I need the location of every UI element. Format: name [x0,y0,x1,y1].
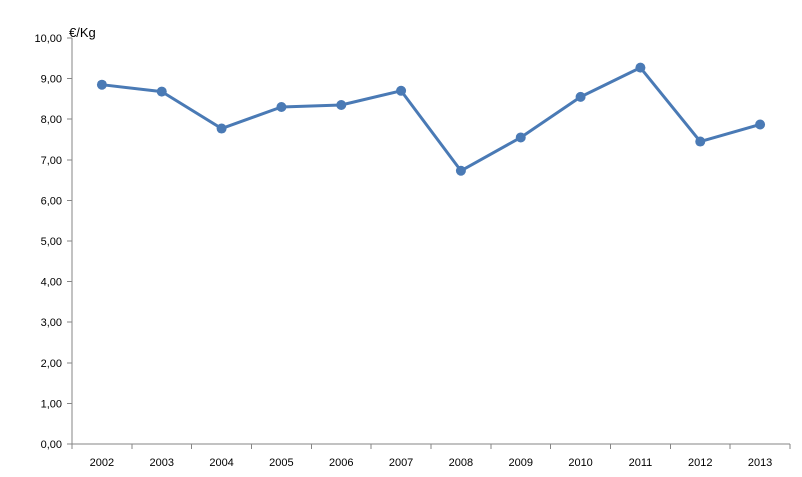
data-point [396,85,407,96]
data-point [755,119,766,130]
x-tick-label: 2005 [269,457,293,469]
x-tick-label: 2004 [209,457,233,469]
y-tick-label: 8,00 [41,114,62,126]
data-point [575,91,586,102]
data-point [336,99,347,110]
data-series [96,62,766,176]
x-tick-label: 2008 [449,457,473,469]
data-point [276,102,287,113]
y-tick-label: 9,00 [41,74,62,86]
x-axis: 2002 2003 2004 2005 2006 2007 2008 2009 2010 2011… [71,443,791,469]
x-tick-label: 2012 [688,457,712,469]
y-axis-unit-label: €/Kg [69,25,96,40]
y-tick-label: 5,00 [41,236,62,248]
data-point [695,136,706,147]
x-tick-label: 2011 [629,457,653,469]
x-tick-label: 2010 [568,457,592,469]
series-line [101,66,761,173]
y-tick-label: 0,00 [41,439,62,451]
y-tick-label: 7,00 [41,155,62,167]
x-tick-label: 2006 [329,457,353,469]
y-axis: 0,00 1,00 2,00 3,00 4,00 5,00 6,00 7,00 8,00 9,00… [34,33,73,451]
x-tick-label: 2007 [389,457,413,469]
data-point [455,165,466,176]
y-tick-label: 3,00 [41,317,62,329]
y-tick-label: 10,00 [34,33,62,45]
y-tick-label: 4,00 [41,277,62,289]
data-point [156,86,167,97]
x-tick-label: 2013 [748,457,772,469]
x-tick-label: 2002 [90,457,114,469]
y-tick-label: 2,00 [41,358,62,370]
data-point [96,79,107,90]
x-tick-label: 2003 [150,457,174,469]
data-point [635,62,646,73]
x-tick-label: 2009 [509,457,533,469]
data-point [515,132,526,143]
y-tick-label: 1,00 [41,398,62,410]
y-tick-label: 6,00 [41,195,62,207]
data-point [216,123,227,134]
